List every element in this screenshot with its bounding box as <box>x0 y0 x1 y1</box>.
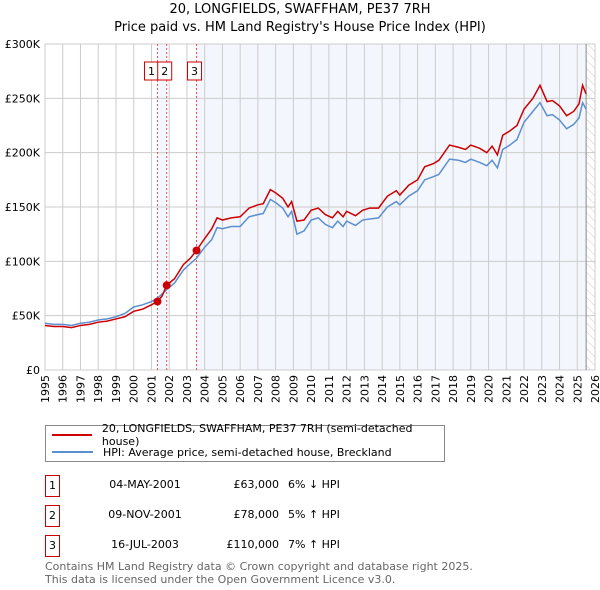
footer-line: Contains HM Land Registry data © Crown c… <box>45 560 473 573</box>
x-tick-label: 2001 <box>145 375 158 403</box>
sale-marker-box: 2 <box>45 505 60 527</box>
x-tick-label: 2014 <box>376 375 389 403</box>
x-tick-label: 1996 <box>57 375 70 403</box>
plot-border <box>44 43 596 371</box>
x-tick-label: 1999 <box>110 375 123 403</box>
x-tick-label: 2013 <box>358 375 371 403</box>
x-tick-label: 2003 <box>181 375 194 403</box>
sale-hpi-diff: 6% ↓ HPI <box>288 478 340 491</box>
sale-marker-box: 1 <box>45 475 60 497</box>
x-tick-label: 2011 <box>323 375 336 403</box>
x-tick-label: 2004 <box>199 375 212 403</box>
x-tick-label: 2017 <box>429 375 442 403</box>
sale-date: 09-NOV-2001 <box>108 508 182 521</box>
legend-item-property: 20, LONGFIELDS, SWAFFHAM, PE37 7RH (semi… <box>52 422 444 448</box>
x-tick-label: 1998 <box>92 375 105 403</box>
sale-point <box>162 281 171 290</box>
y-tick-label: £0 <box>26 364 40 377</box>
legend-swatch-red <box>52 434 92 436</box>
x-tick-label: 2023 <box>536 375 549 403</box>
x-tick-label: 2021 <box>500 375 513 403</box>
sale-marker-box <box>157 61 173 81</box>
sale-date: 04-MAY-2001 <box>109 478 181 491</box>
x-tick-label: 2018 <box>447 375 460 403</box>
x-tick-label: 2020 <box>483 375 496 403</box>
x-tick-label: 2006 <box>234 375 247 403</box>
y-tick-label: £100K <box>5 255 41 268</box>
sale-price: £110,000 <box>226 538 280 551</box>
sale-marker-label: 3 <box>191 65 198 78</box>
x-tick-label: 2005 <box>216 375 229 403</box>
sale-price: £63,000 <box>233 478 280 491</box>
sale-hpi-diff: 5% ↑ HPI <box>288 508 340 521</box>
x-tick-label: 2015 <box>394 375 407 403</box>
sale-price: £78,000 <box>233 508 280 521</box>
legend-label: 20, LONGFIELDS, SWAFFHAM, PE37 7RH (semi… <box>101 422 413 448</box>
x-tick-label: 1995 <box>39 375 52 403</box>
x-tick-label: 2024 <box>554 375 567 403</box>
legend-swatch-blue <box>52 451 93 453</box>
x-tick-label: 2009 <box>287 375 300 403</box>
legend-label: HPI: Average price, semi-detached house,… <box>103 445 392 459</box>
footer: Contains HM Land Registry data © Crown c… <box>45 560 473 586</box>
price-chart: 1995 1996 1997 1998 1999 2000 2001 2002 2003 2004… <box>5 38 600 403</box>
sale-marker-box <box>187 61 203 81</box>
y-tick-label: £150K <box>5 201 41 214</box>
y-tick-label: £200K <box>5 147 41 160</box>
x-tick-label: 2025 <box>571 375 584 403</box>
sale-marker-box: 3 <box>45 535 60 557</box>
table-row: 3 16-JUL-2003 £110,000 7% ↑ HPI <box>45 535 445 557</box>
table-row: 2 09-NOV-2001 £78,000 5% ↑ HPI <box>45 505 445 527</box>
footer-line: This data is licensed under the Open Gov… <box>45 573 396 586</box>
x-tick-label: 2022 <box>518 375 531 403</box>
sale-marker-label: 1 <box>148 65 155 78</box>
x-tick-label: 2026 <box>589 375 600 403</box>
x-tick-label: 1997 <box>74 375 87 403</box>
x-tick-label: 2002 <box>163 375 176 403</box>
chart-title: 20, LONGFIELDS, SWAFFHAM, PE37 7RH <box>169 2 431 17</box>
legend: 20, LONGFIELDS, SWAFFHAM, PE37 7RH (semi… <box>45 422 445 462</box>
sale-point <box>192 246 201 255</box>
sale-marker-label: 2 <box>161 65 168 78</box>
sale-date: 16-JUL-2003 <box>111 538 179 551</box>
legend-item-hpi: HPI: Average price, semi-detached house,… <box>52 444 392 460</box>
table-row: 1 04-MAY-2001 £63,000 6% ↓ HPI <box>45 475 445 497</box>
chart-subtitle: Price paid vs. HM Land Registry's House … <box>114 20 486 35</box>
x-tick-label: 2019 <box>465 375 478 403</box>
sale-hpi-diff: 7% ↑ HPI <box>288 538 340 551</box>
y-tick-label: £50K <box>12 310 41 323</box>
x-tick-label: 2000 <box>128 375 141 403</box>
x-tick-label: 2010 <box>305 375 318 403</box>
sale-point <box>153 297 162 306</box>
x-tick-label: 2016 <box>412 375 425 403</box>
x-tick-label: 2007 <box>252 375 265 403</box>
x-tick-label: 2008 <box>270 375 283 403</box>
x-tick-label: 2012 <box>341 375 354 403</box>
y-tick-label: £250K <box>5 92 41 105</box>
y-tick-label: £300K <box>5 38 41 51</box>
